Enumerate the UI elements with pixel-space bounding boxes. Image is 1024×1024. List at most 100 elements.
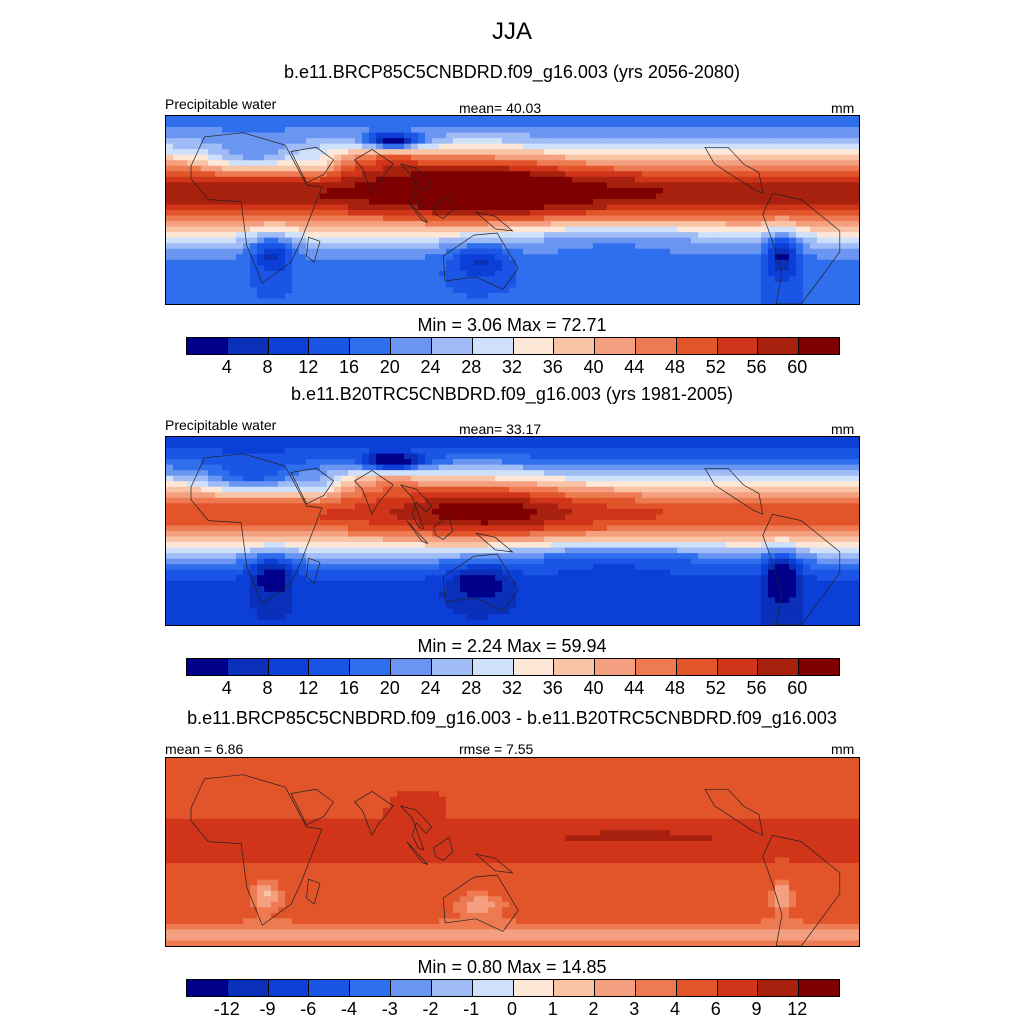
- panel-1-colorbar-ticks: 4 8 12 16 20 24 28 32 36 40 44 48 52 56 60: [186, 357, 838, 377]
- colorbar-swatch: [309, 659, 351, 675]
- coastline: [433, 836, 454, 861]
- colorbar-swatch: [513, 659, 555, 675]
- colorbar-swatch: [635, 659, 677, 675]
- coastline: [475, 211, 514, 232]
- colorbar-swatch: [350, 980, 392, 996]
- colorbar-swatch: [187, 980, 228, 996]
- panel-2-title: b.e11.B20TRC5CNBDRD.f09_g16.003 (yrs 198…: [291, 384, 733, 404]
- panel-2-units-label: mm: [831, 421, 855, 437]
- coastline: [406, 520, 429, 544]
- colorbar-swatch: [227, 980, 269, 996]
- colorbar-tick-label: 28: [461, 678, 482, 698]
- colorbar-tick-label: 60: [787, 357, 808, 377]
- colorbar-tick-label: 36: [542, 357, 563, 377]
- colorbar-swatch: [431, 338, 473, 354]
- coastline: [406, 199, 429, 223]
- colorbar-swatch: [717, 659, 759, 675]
- coastline: [290, 467, 334, 505]
- colorbar-tick-label: 48: [664, 357, 686, 377]
- colorbar-swatch: [391, 338, 432, 354]
- coastline: [762, 834, 841, 946]
- panel-1-mean-label: mean= 40.03: [459, 100, 542, 116]
- coastline: [190, 774, 323, 926]
- colorbar-swatch: [799, 338, 839, 354]
- coastline: [354, 790, 394, 837]
- colorbar-tick-label: 16: [338, 678, 360, 698]
- colorbar-swatch: [350, 659, 392, 675]
- colorbar-tick-label: 36: [542, 678, 563, 698]
- colorbar-tick-label: 52: [705, 357, 726, 377]
- colorbar-swatch: [227, 659, 269, 675]
- panel-3-units-label: mm: [831, 741, 855, 757]
- coastline: [433, 194, 454, 219]
- colorbar-swatch: [513, 338, 555, 354]
- panel-1-minmax: Min = 3.06 Max = 72.71: [417, 315, 607, 335]
- colorbar-swatch: [391, 659, 432, 675]
- colorbar-tick-label: 8: [262, 357, 273, 377]
- panel-3-colorbar-ticks: -12 -9 -6 -4 -3 -2 -1 0 1 2 3 4 6 9 12: [186, 999, 838, 1019]
- panel-1-units-label: mm: [831, 100, 855, 116]
- colorbar-swatch: [187, 338, 228, 354]
- colorbar-tick-label: 20: [379, 357, 400, 377]
- colorbar-swatch: [554, 659, 596, 675]
- colorbar-swatch: [595, 659, 636, 675]
- colorbar-swatch: [717, 980, 759, 996]
- colorbar-swatch: [595, 338, 636, 354]
- colorbar-tick-label: 60: [787, 678, 808, 698]
- coastline: [290, 146, 334, 184]
- colorbar-tick-label: 0: [506, 999, 518, 1019]
- panel-3-rmse-label: rmse = 7.55: [459, 741, 534, 757]
- colorbar-swatch: [472, 659, 514, 675]
- colorbar-swatch: [554, 338, 596, 354]
- colorbar-swatch: [431, 659, 473, 675]
- colorbar-tick-label: 3: [629, 999, 640, 1019]
- map-field: [166, 116, 859, 304]
- colorbar-tick-label: 12: [298, 678, 319, 698]
- colorbar-swatch: [309, 980, 351, 996]
- colorbar-swatch: [227, 338, 269, 354]
- colorbar-tick-label: 8: [262, 678, 273, 698]
- panel-3-minmax: Min = 0.80 Max = 14.85: [417, 957, 607, 977]
- colorbar-swatch: [717, 338, 759, 354]
- coastline: [306, 557, 321, 584]
- panel-2-map: [165, 436, 860, 626]
- colorbar-swatch: [472, 980, 514, 996]
- colorbar-tick-label: 40: [583, 357, 604, 377]
- colorbar-tick-label: 4: [221, 678, 232, 698]
- colorbar-tick-label: 1: [547, 999, 558, 1019]
- colorbar-tick-label: 44: [624, 357, 645, 377]
- coastline: [190, 453, 323, 605]
- map-field: [166, 758, 859, 946]
- colorbar-swatch: [431, 980, 473, 996]
- colorbar-swatch: [309, 338, 351, 354]
- colorbar-swatch: [350, 338, 392, 354]
- map-field: [166, 437, 859, 625]
- colorbar-swatch: [676, 659, 718, 675]
- coastline: [762, 192, 841, 304]
- colorbar-tick-label: -6: [300, 999, 317, 1019]
- colorbar-swatch: [472, 338, 514, 354]
- colorbar-swatch: [676, 980, 718, 996]
- colorbar-tick-label: 12: [298, 357, 319, 377]
- panel-3-title: b.e11.BRCP85C5CNBDRD.f09_g16.003 - b.e11…: [187, 708, 837, 728]
- coastline: [354, 469, 394, 516]
- panel-2-colorbar: [186, 658, 840, 676]
- panel-1-map: [165, 115, 860, 305]
- colorbar-swatch: [554, 980, 596, 996]
- colorbar-swatch: [268, 980, 310, 996]
- coastline: [475, 853, 514, 874]
- colorbar-tick-label: 56: [746, 678, 767, 698]
- colorbar-tick-label: 52: [705, 678, 726, 698]
- coastline: [190, 132, 323, 284]
- colorbar-swatch: [635, 980, 677, 996]
- colorbar-swatch: [758, 338, 800, 354]
- coastline: [704, 467, 764, 515]
- coastline: [442, 874, 519, 932]
- panel-2-variable-label: Precipitable water: [165, 417, 277, 433]
- colorbar-tick-label: 44: [624, 678, 645, 698]
- panel-1-colorbar: [186, 337, 840, 355]
- panel-3-mean-label: mean = 6.86: [165, 741, 244, 757]
- panel-1-variable-label: Precipitable water: [165, 96, 277, 112]
- colorbar-tick-label: -2: [422, 999, 439, 1019]
- coastline: [306, 236, 321, 263]
